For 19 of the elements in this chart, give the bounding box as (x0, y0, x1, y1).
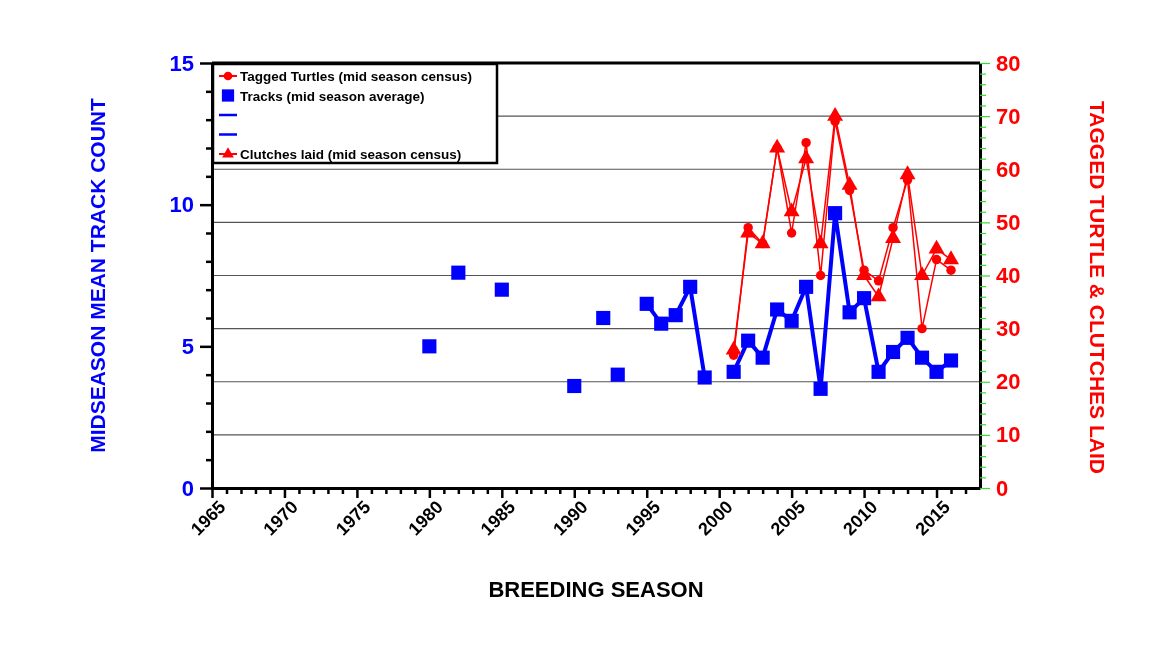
legend-label: Tagged Turtles (mid season census) (240, 69, 473, 84)
y-tick-label: 5 (181, 333, 194, 359)
y-axis-title: MIDSEASON MEAN TRACK COUNT (86, 98, 109, 453)
x-axis-title: BREEDING SEASON (488, 577, 704, 602)
legend-label: Clutches laid (mid season census) (240, 147, 462, 162)
legend-label: Tracks (mid season average) (240, 88, 425, 104)
y2-tick-label: 10 (996, 422, 1021, 448)
y2-tick-label: 80 (996, 50, 1021, 76)
y2-tick-label: 30 (996, 316, 1021, 342)
y2-tick-label: 70 (996, 103, 1021, 129)
y2-tick-label: 50 (996, 209, 1021, 235)
y-tick-label: 15 (169, 50, 194, 76)
y-tick-label: 10 (169, 192, 194, 218)
y2-axis-title: TAGGED TURTLE & CLUTCHES LAID (1086, 101, 1109, 474)
y-tick-label: 0 (181, 475, 194, 501)
y2-tick-label: 60 (996, 156, 1021, 182)
y2-tick-label: 0 (996, 475, 1009, 501)
y2-tick-label: 20 (996, 369, 1021, 395)
y2-tick-label: 40 (996, 263, 1021, 289)
